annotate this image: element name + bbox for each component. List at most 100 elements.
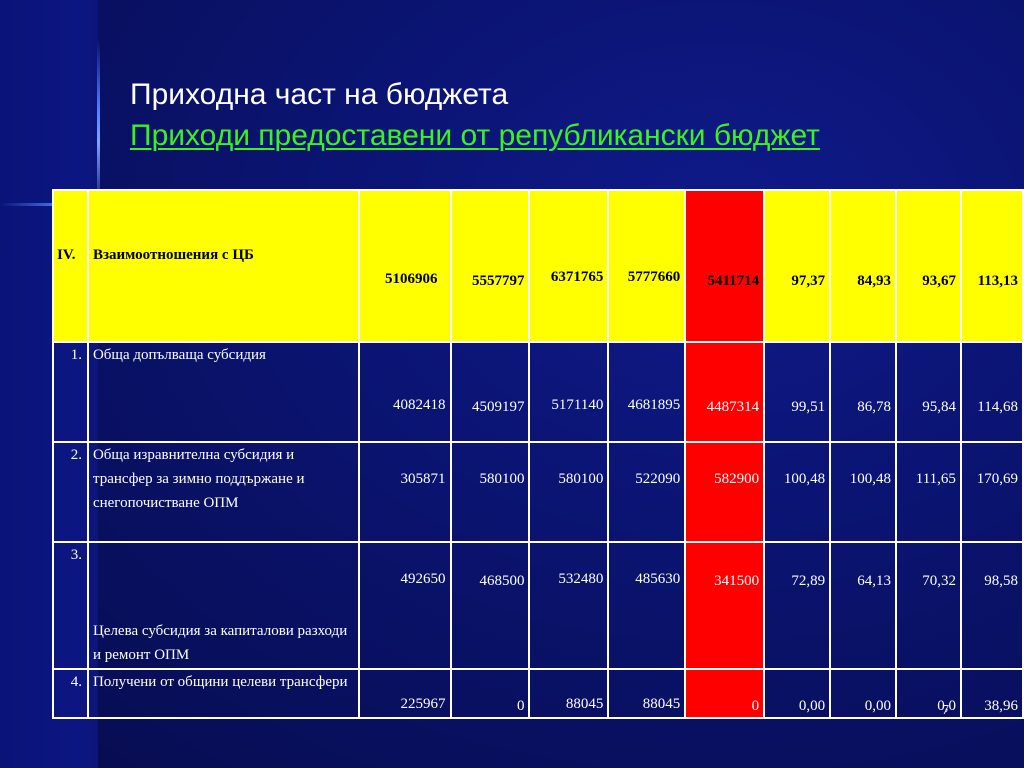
table-row: 3. Целева субсидия за капиталови разходи… <box>52 541 1024 670</box>
row-index: 3. <box>70 547 82 563</box>
row-value: 88045 <box>642 696 681 712</box>
header-value: 5777660 <box>627 269 681 285</box>
row-label: Обща изравнителна субсидия и трансфер за… <box>92 447 305 511</box>
row-value: 170,69 <box>976 471 1018 487</box>
header-value-cell: 6371765 <box>528 189 610 343</box>
header-value: 84,93 <box>857 273 892 289</box>
row-value: 582900 <box>714 471 760 487</box>
row-value: 4509197 <box>471 399 525 415</box>
row-value: 492650 <box>400 571 446 587</box>
header-value-cell: 5106906 <box>357 189 452 343</box>
header-index: IV. <box>57 247 76 263</box>
row-value-cell: 532480 <box>528 541 610 670</box>
row-value: 111,65 <box>915 471 956 487</box>
row-value: 98,58 <box>984 573 1018 589</box>
row-value: 522090 <box>635 471 681 487</box>
row-value: 5171140 <box>551 397 604 413</box>
row-value: 341500 <box>714 573 760 589</box>
row-index: 4. <box>70 674 82 690</box>
header-value: 113,13 <box>977 273 1018 289</box>
table-row: 2. Обща изравнителна субсидия и трансфер… <box>52 441 1024 543</box>
row-value-cell: 4082418 <box>357 341 452 443</box>
row-label: Целева субсидия за капиталови разходи и … <box>92 623 348 663</box>
row-value-cell: 64,13 <box>829 541 898 670</box>
row-value-cell: 114,68 <box>959 341 1024 443</box>
row-value: 95,84 <box>922 399 956 415</box>
budget-table: IV. Взаимоотношения с ЦБ 5106906 5557797… <box>52 189 1024 719</box>
row-value-cell: 99,51 <box>763 341 832 443</box>
row-value-cell-highlight: 4487314 <box>684 341 766 443</box>
row-value-cell: 4681895 <box>607 341 687 443</box>
header-label: Взаимоотношения с ЦБ <box>92 247 254 263</box>
row-value-cell: 580100 <box>449 441 531 543</box>
row-value-cell: 0,0 <box>895 668 962 719</box>
row-value-cell: 95,84 <box>895 341 962 443</box>
decor-vertical-line <box>97 40 100 210</box>
row-value: 99,51 <box>791 399 826 415</box>
row-value-cell-highlight: 341500 <box>684 541 766 670</box>
header-value-cell: 5557797 <box>449 189 531 343</box>
row-value-cell: 492650 <box>357 541 452 670</box>
row-value: 88045 <box>565 696 604 712</box>
row-value-cell: 225967 <box>357 668 452 719</box>
slide-subtitle: Приходи предоставени от републикански бю… <box>130 119 820 152</box>
row-label-cell: Обща допълваща субсидия <box>86 341 360 443</box>
row-value: 580100 <box>558 471 604 487</box>
row-value: 70,32 <box>922 573 956 589</box>
row-index-cell: 4. <box>52 668 89 719</box>
row-value-cell: 0 <box>449 668 531 719</box>
row-value: 0,00 <box>864 698 892 714</box>
row-index-cell: 2. <box>52 441 89 543</box>
row-value-cell: 98,58 <box>959 541 1024 670</box>
header-value: 6371765 <box>550 269 604 285</box>
row-value: 485630 <box>635 571 681 587</box>
table-row: 1. Обща допълваща субсидия 4082418 45091… <box>52 341 1024 443</box>
row-index-cell: 3. <box>52 541 89 670</box>
header-value-cell-highlight: 5411714 <box>684 189 766 343</box>
header-value-cell: 5777660 <box>607 189 687 343</box>
row-value-cell: 305871 <box>357 441 452 543</box>
row-value-cell: 5171140 <box>528 341 610 443</box>
row-value: 225967 <box>400 696 446 712</box>
header-value: 5557797 <box>471 273 525 289</box>
table-header-row: IV. Взаимоотношения с ЦБ 5106906 5557797… <box>52 189 1024 343</box>
row-value: 0,00 <box>798 698 826 714</box>
row-label: Обща допълваща субсидия <box>92 347 266 363</box>
header-value: 97,37 <box>791 273 826 289</box>
row-value-cell: 88045 <box>528 668 610 719</box>
row-index-cell: 1. <box>52 341 89 443</box>
row-value: 64,13 <box>857 573 892 589</box>
row-value-cell: 580100 <box>528 441 610 543</box>
row-value: 100,48 <box>849 471 892 487</box>
header-label-cell: Взаимоотношения с ЦБ <box>86 189 360 343</box>
table-row: 4. Получени от общини целеви трансфери 2… <box>52 668 1024 719</box>
row-value-cell: 170,69 <box>959 441 1024 543</box>
row-label-cell: Обща изравнителна субсидия и трансфер за… <box>86 441 360 543</box>
row-value: 100,48 <box>783 471 826 487</box>
row-value: 532480 <box>558 571 604 587</box>
header-index-cell: IV. <box>52 189 89 343</box>
row-value-cell: 70,32 <box>895 541 962 670</box>
header-value-cell: 93,67 <box>895 189 962 343</box>
row-label-cell: Получени от общини целеви трансфери <box>86 668 360 719</box>
row-value-cell: 0,00 <box>763 668 832 719</box>
row-value-cell: 88045 <box>607 668 687 719</box>
row-value-cell: 38,96 <box>959 668 1024 719</box>
row-value-cell-highlight: 0 <box>684 668 766 719</box>
header-value: 93,67 <box>922 273 956 289</box>
row-value-cell: 100,48 <box>829 441 898 543</box>
header-value-cell: 113,13 <box>959 189 1024 343</box>
row-value: 4681895 <box>627 397 681 413</box>
row-value: 38,96 <box>984 698 1018 714</box>
row-value-cell-highlight: 582900 <box>684 441 766 543</box>
page-number: 7 <box>942 703 949 718</box>
row-value-cell: 100,48 <box>763 441 832 543</box>
row-value: 0 <box>751 698 760 714</box>
row-value: 72,89 <box>791 573 826 589</box>
row-value-cell: 0,00 <box>829 668 898 719</box>
row-value: 4487314 <box>706 399 760 415</box>
row-value: 580100 <box>479 471 525 487</box>
row-value: 0,0 <box>937 698 956 714</box>
header-value: 5106906 <box>385 271 438 287</box>
row-value-cell: 72,89 <box>763 541 832 670</box>
